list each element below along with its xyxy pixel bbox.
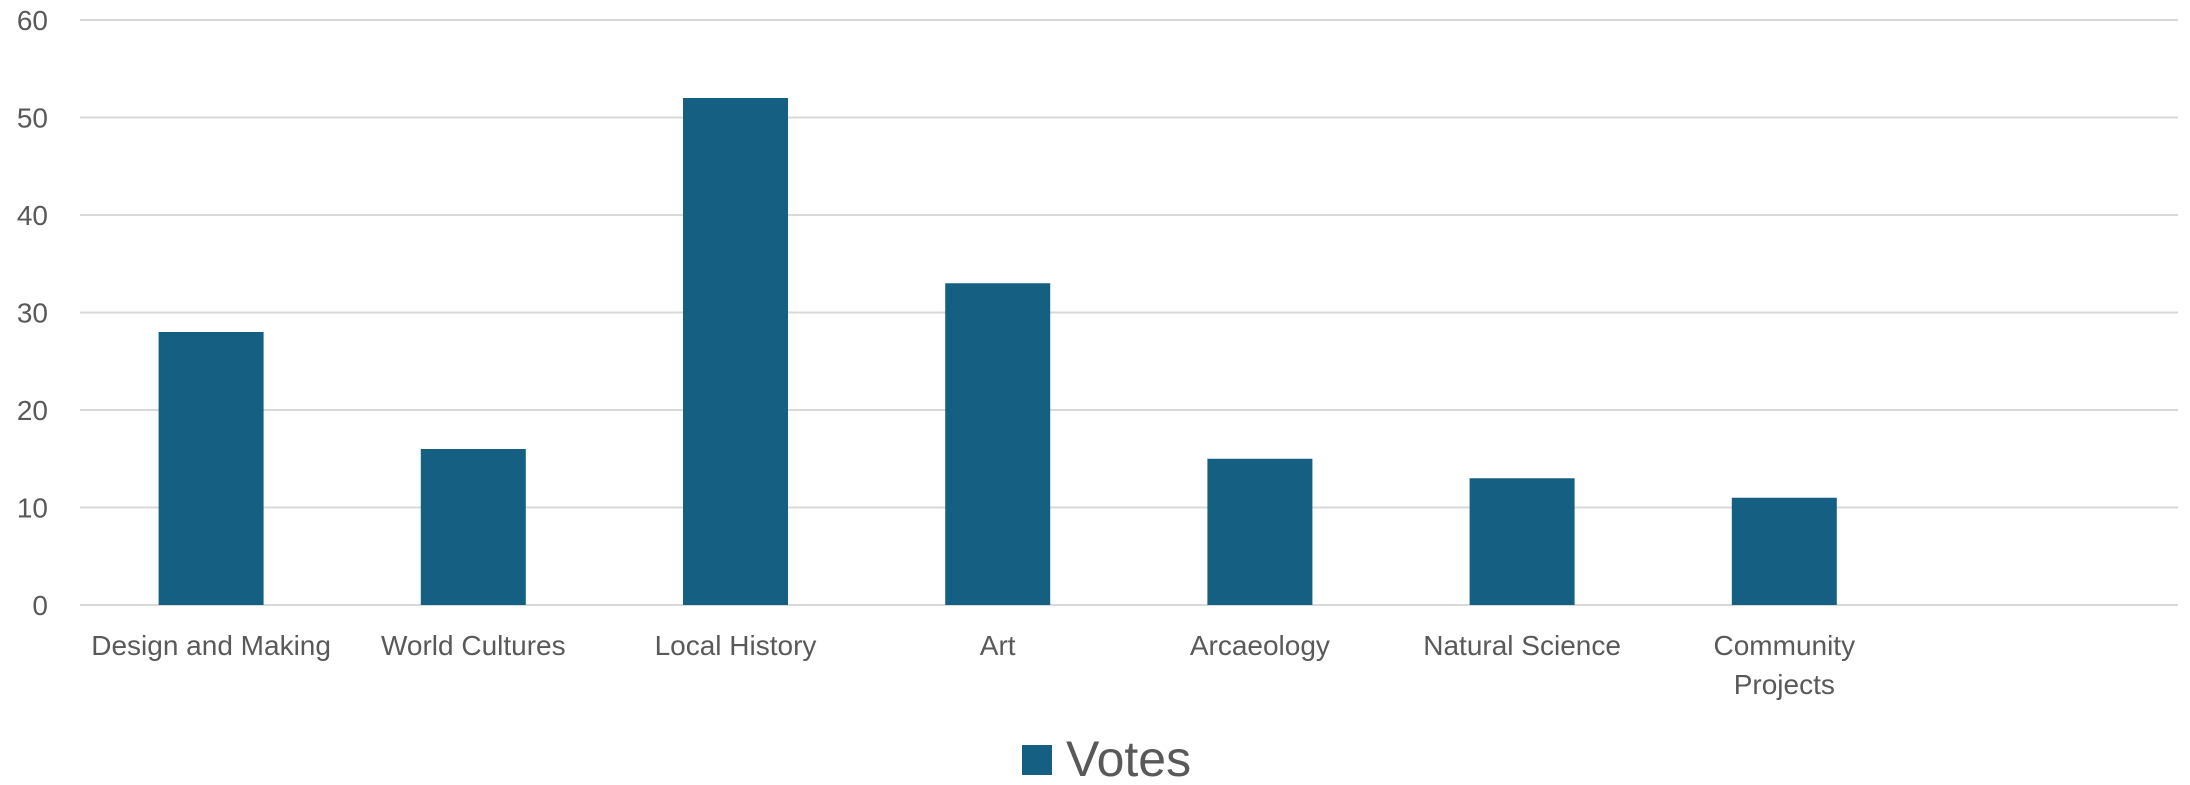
x-tick-label: Local History — [655, 630, 817, 661]
y-tick-label: 40 — [17, 200, 48, 231]
bar — [1469, 478, 1575, 605]
bars — [158, 98, 1837, 605]
y-tick-label: 50 — [17, 103, 48, 134]
gridlines — [80, 19, 2178, 606]
bar — [1731, 497, 1837, 605]
bar — [420, 449, 526, 605]
x-tick-label: Design and Making — [91, 630, 331, 661]
x-tick-label: Community Projects — [1714, 630, 1856, 700]
y-tick-label: 20 — [17, 395, 48, 426]
x-axis-labels: Design and Making World Cultures Local His… — [91, 630, 1855, 700]
bar — [158, 332, 264, 605]
y-tick-label: 0 — [32, 590, 48, 621]
y-axis-ticks: 0 10 20 30 40 50 60 — [17, 5, 48, 621]
x-tick-label: Arcaeology — [1190, 630, 1330, 661]
x-tick-label: World Cultures — [381, 630, 566, 661]
bar — [683, 98, 788, 605]
x-tick-label: Art — [980, 630, 1016, 661]
legend-label: Votes — [1066, 731, 1191, 785]
bar — [945, 283, 1051, 605]
x-tick-label: Natural Science — [1423, 630, 1621, 661]
legend-swatch — [1022, 745, 1052, 775]
bar — [1207, 458, 1313, 605]
y-tick-label: 10 — [17, 493, 48, 524]
y-tick-label: 60 — [17, 5, 48, 36]
legend: Votes — [1022, 731, 1191, 785]
y-tick-label: 30 — [17, 298, 48, 329]
